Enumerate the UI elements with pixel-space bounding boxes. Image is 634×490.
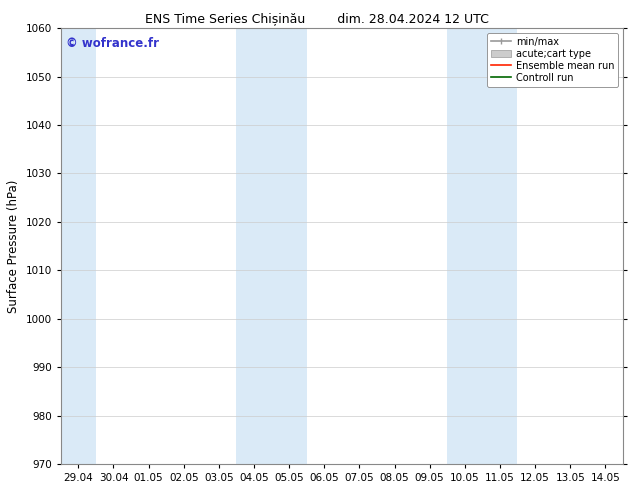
Y-axis label: Surface Pressure (hPa): Surface Pressure (hPa) — [7, 179, 20, 313]
Text: ENS Time Series Chișinău        dim. 28.04.2024 12 UTC: ENS Time Series Chișinău dim. 28.04.2024… — [145, 12, 489, 25]
Legend: min/max, acute;cart type, Ensemble mean run, Controll run: min/max, acute;cart type, Ensemble mean … — [488, 33, 618, 87]
Bar — [61, 28, 96, 464]
Bar — [236, 28, 307, 464]
Bar — [447, 28, 517, 464]
Text: © wofrance.fr: © wofrance.fr — [67, 37, 159, 50]
